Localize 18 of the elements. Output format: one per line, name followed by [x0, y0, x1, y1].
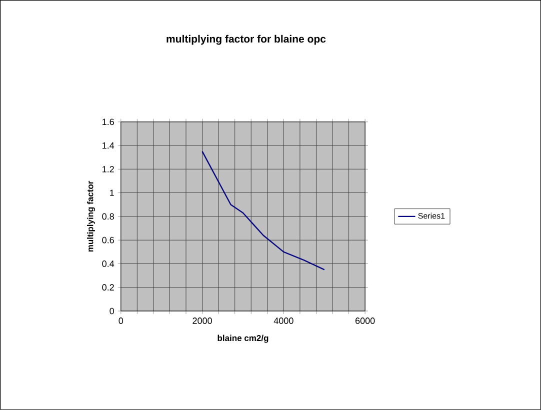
x-axis-title: blaine cm2/g — [218, 334, 268, 343]
y-tick-label: 1.2 — [102, 166, 114, 172]
x-tick-label: 6000 — [356, 318, 375, 324]
x-tick-label: 4000 — [274, 318, 294, 324]
x-tick-label: 2000 — [192, 318, 212, 324]
y-tick-label: 0.4 — [102, 260, 114, 267]
line-series — [202, 150, 325, 270]
y-tick-label: 0 — [110, 308, 114, 314]
y-tick-label: 0.2 — [102, 284, 114, 291]
y-axis-title: multiplying factor — [86, 180, 95, 252]
y-tick-label: 1.6 — [102, 118, 114, 126]
legend-label: Series1 — [418, 212, 445, 219]
y-tick-label: 0.6 — [102, 236, 114, 244]
chart-title: multiplying factor for blaine opc — [166, 34, 326, 45]
x-tick-label: 0 — [118, 318, 124, 324]
y-tick-label: 0.8 — [102, 213, 114, 220]
y-tick-label: 1 — [110, 190, 114, 196]
y-tick-label: 1.4 — [102, 142, 114, 149]
